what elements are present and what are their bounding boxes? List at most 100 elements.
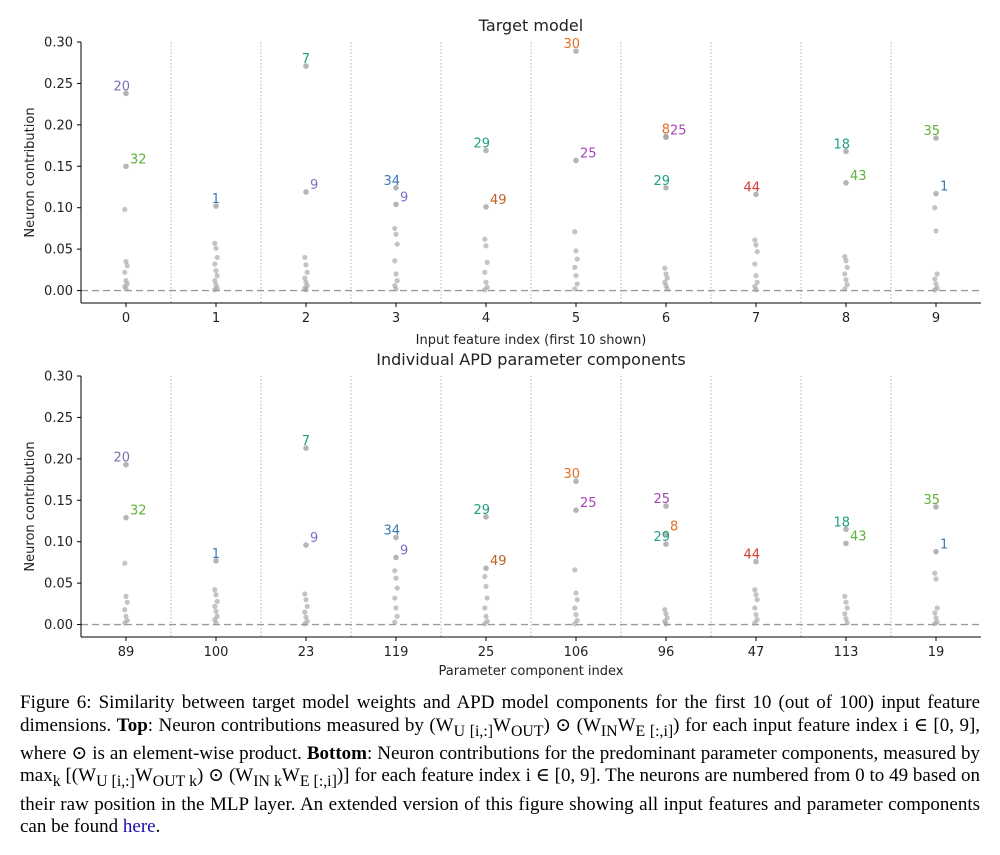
background-neuron-point [482, 269, 488, 275]
background-neuron-point [842, 271, 848, 277]
background-neuron-point [573, 273, 579, 279]
background-neuron-point [303, 262, 309, 268]
background-neuron-point [122, 607, 128, 613]
labeled-neuron-point [483, 147, 489, 154]
background-neuron-point [574, 281, 580, 287]
labeled-neuron-point [123, 163, 129, 170]
background-neuron-point [122, 560, 128, 566]
background-neuron-point [484, 259, 490, 265]
background-neuron-point [122, 269, 128, 275]
background-neuron-point [842, 254, 848, 260]
labeled-neuron-point [933, 504, 939, 510]
background-neuron-point [573, 612, 579, 618]
background-neuron-point [302, 254, 308, 261]
background-neuron-point [303, 287, 309, 293]
x-tick-label: 19 [928, 645, 945, 660]
x-tick-label: 4 [482, 311, 490, 326]
background-neuron-point [843, 277, 849, 283]
neuron-label: 43 [850, 169, 867, 184]
background-neuron-point [123, 593, 129, 600]
background-neuron-point [753, 273, 759, 279]
background-neuron-point [754, 279, 760, 285]
background-neuron-point [484, 595, 490, 601]
background-neuron-point [394, 613, 400, 619]
neuron-label: 8 [670, 519, 678, 534]
neuron-label: 9 [310, 531, 318, 546]
neuron-label: 20 [113, 79, 130, 94]
labeled-neuron-point [393, 185, 399, 191]
background-neuron-point [573, 248, 579, 254]
background-neuron-point [752, 620, 758, 626]
chart-title: Individual APD parameter components [376, 350, 685, 369]
background-neuron-point [302, 609, 308, 615]
background-neuron-point [753, 592, 759, 598]
background-neuron-point [214, 598, 220, 604]
background-neuron-point [752, 587, 758, 593]
neuron-label: 25 [653, 492, 670, 507]
x-tick-label: 25 [478, 645, 495, 660]
neuron-label: 1 [940, 180, 948, 195]
labeled-neuron-point [843, 180, 849, 186]
labeled-neuron-point [123, 514, 129, 521]
caption-intro: Similarity between target model weights … [20, 692, 980, 736]
background-neuron-point [844, 264, 850, 270]
y-tick-label: 0.10 [44, 535, 73, 550]
background-neuron-point [572, 264, 578, 270]
neuron-label: 49 [490, 193, 507, 208]
x-tick-label: 1 [212, 311, 220, 326]
labeled-neuron-point [123, 461, 129, 468]
x-tick-label: 23 [298, 645, 315, 660]
background-neuron-point [933, 228, 939, 234]
background-neuron-point [394, 278, 400, 284]
y-tick-label: 0.10 [44, 201, 73, 216]
background-neuron-point [572, 229, 578, 235]
background-neuron-point [483, 243, 489, 249]
neuron-label: 30 [563, 37, 580, 52]
background-neuron-point [572, 605, 578, 611]
chart-title: Target model [478, 16, 583, 35]
x-tick-label: 47 [748, 645, 765, 660]
background-neuron-point [302, 275, 308, 281]
background-neuron-point [303, 597, 309, 603]
labeled-neuron-point [393, 201, 399, 208]
background-neuron-point [393, 605, 399, 611]
background-neuron-point [932, 570, 938, 576]
background-neuron-point [664, 286, 670, 292]
background-neuron-point [842, 611, 848, 617]
caption-here-link[interactable]: here [122, 816, 156, 838]
labeled-neuron-point [303, 63, 309, 69]
background-neuron-point [482, 621, 488, 627]
neuron-label: 49 [490, 554, 507, 569]
labeled-neuron-point [123, 90, 129, 97]
background-neuron-point [393, 271, 399, 277]
neuron-label: 35 [923, 493, 940, 508]
background-neuron-point [844, 282, 850, 288]
y-tick-label: 0.25 [44, 77, 73, 92]
background-neuron-point [752, 261, 758, 267]
y-tick-label: 0.05 [44, 243, 73, 258]
x-tick-label: 6 [662, 311, 670, 326]
labeled-neuron-point [573, 48, 579, 54]
neuron-label: 18 [833, 137, 850, 152]
background-neuron-point [392, 619, 398, 625]
background-neuron-point [752, 605, 758, 611]
background-neuron-point [212, 287, 218, 293]
y-tick-label: 0.00 [44, 284, 73, 299]
y-tick-label: 0.25 [44, 411, 73, 426]
background-neuron-point [123, 286, 129, 292]
neuron-label: 8 [662, 122, 670, 137]
background-neuron-point [212, 278, 218, 284]
background-neuron-point [572, 621, 578, 627]
background-neuron-point [573, 590, 579, 596]
background-neuron-point [932, 287, 938, 293]
background-neuron-point [123, 613, 129, 619]
labeled-neuron-point [663, 541, 669, 547]
x-tick-label: 3 [392, 311, 400, 326]
neuron-label: 34 [383, 524, 400, 539]
neuron-label: 20 [113, 451, 130, 466]
x-tick-label: 113 [834, 645, 859, 660]
neuron-label: 29 [473, 137, 490, 152]
neuron-label: 34 [383, 174, 400, 189]
labeled-neuron-point [573, 478, 579, 485]
labeled-neuron-point [933, 548, 939, 555]
